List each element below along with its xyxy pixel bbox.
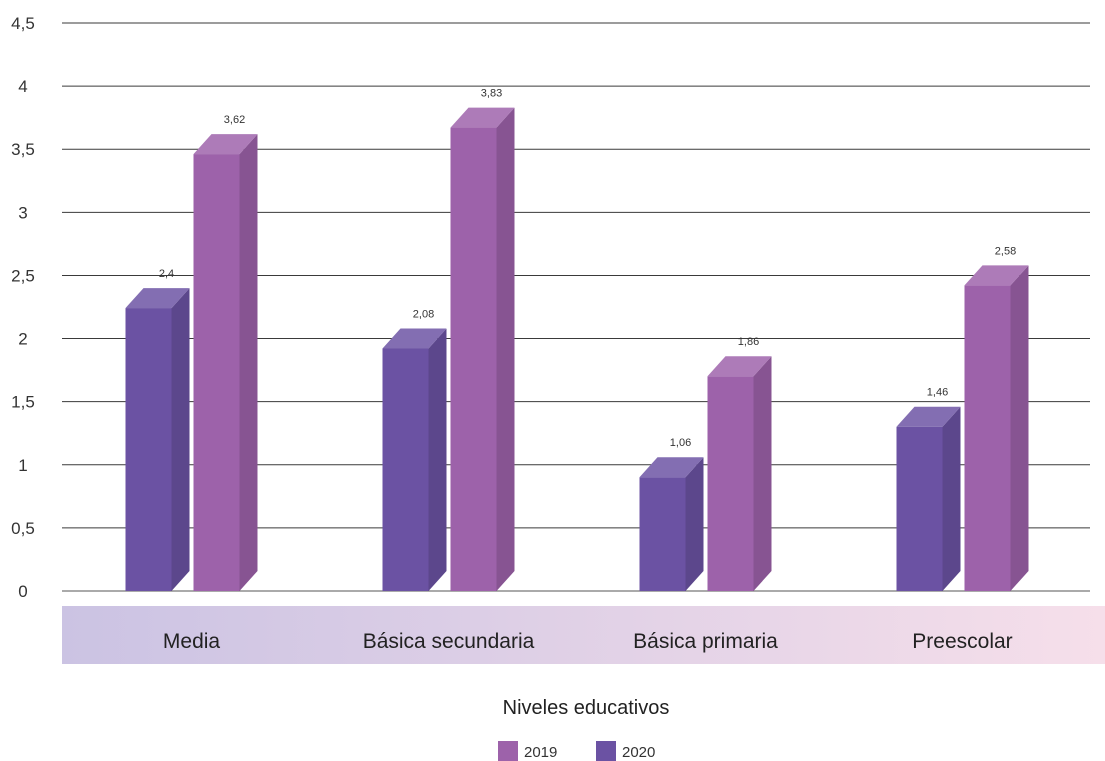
legend-item-2020: 2020: [596, 741, 655, 761]
y-tick-label: 1,5: [11, 393, 35, 412]
bar-side: [171, 288, 190, 591]
bar-side: [496, 107, 515, 592]
y-tick-label: 2,5: [11, 266, 35, 285]
bar-front: [125, 308, 172, 591]
bar-top: [896, 406, 961, 427]
bar-top: [707, 356, 772, 377]
data-label: 1,86: [738, 336, 759, 348]
bar-2019-2: 1,86: [707, 336, 772, 591]
legend-item-2019: 2019: [498, 741, 557, 761]
data-label: 2,58: [995, 245, 1016, 257]
bar-top: [639, 457, 704, 478]
data-label: 3,83: [481, 88, 502, 100]
bar-2019-3: 2,58: [964, 245, 1029, 591]
bar-top: [125, 288, 190, 309]
legend-label: 2020: [622, 744, 655, 761]
y-tick-label: 2: [18, 330, 27, 349]
bar-top: [193, 134, 258, 155]
category-labels: Media Básica secundaria Básica primaria Pre…: [163, 630, 1013, 653]
data-label: 2,4: [159, 268, 174, 280]
bar-side: [1010, 265, 1029, 591]
legend: 2019 2020: [498, 741, 655, 761]
bar-top: [382, 328, 447, 349]
bar-side: [942, 406, 961, 591]
y-tick-label: 3,5: [11, 140, 35, 159]
bar-2020-0: 2,4: [125, 268, 190, 591]
bar-front: [896, 426, 943, 591]
y-tick-label: 0: [18, 582, 27, 601]
category-label: Media: [163, 630, 221, 653]
bar-front: [382, 348, 429, 591]
x-axis-title: Niveles educativos: [503, 697, 670, 719]
y-tick-label: 3: [18, 203, 27, 222]
y-tick-label: 1: [18, 456, 27, 475]
bar-front: [193, 154, 240, 591]
bar-side: [753, 356, 772, 591]
legend-swatch: [596, 741, 616, 761]
y-tick-label: 0,5: [11, 519, 35, 538]
category-label: Preescolar: [912, 630, 1012, 653]
bar-2020-2: 1,06: [639, 437, 704, 591]
data-label: 1,06: [670, 437, 691, 449]
bar-front: [707, 376, 754, 591]
legend-swatch: [498, 741, 518, 761]
bar-2020-3: 1,46: [896, 387, 961, 591]
data-label: 1,46: [927, 387, 948, 399]
data-label: 2,08: [413, 308, 434, 320]
y-tick-label: 4,5: [11, 14, 35, 33]
y-axis-ticks: 0 0,5 1 1,5 2 2,5 3 3,5 4 4,5: [11, 14, 35, 601]
bars: 2,4 3,62 2,08 3,83 1,06 1,86 1,46 2,58: [125, 88, 1029, 592]
category-label: Básica primaria: [633, 630, 778, 653]
bar-top: [964, 265, 1029, 286]
bar-top: [450, 107, 515, 128]
bar-2019-0: 3,62: [193, 114, 258, 591]
data-label: 3,62: [224, 114, 245, 126]
bar-side: [685, 457, 704, 591]
bar-side: [239, 134, 258, 591]
bar-2020-1: 2,08: [382, 308, 447, 591]
legend-label: 2019: [524, 744, 557, 761]
bar-2019-1: 3,83: [450, 88, 515, 592]
bar-front: [450, 127, 497, 592]
y-tick-label: 4: [18, 77, 27, 96]
bar-front: [639, 477, 686, 591]
category-band: [62, 606, 1105, 664]
bar-side: [428, 328, 447, 591]
bar-front: [964, 285, 1011, 591]
category-label: Básica secundaria: [363, 630, 535, 653]
